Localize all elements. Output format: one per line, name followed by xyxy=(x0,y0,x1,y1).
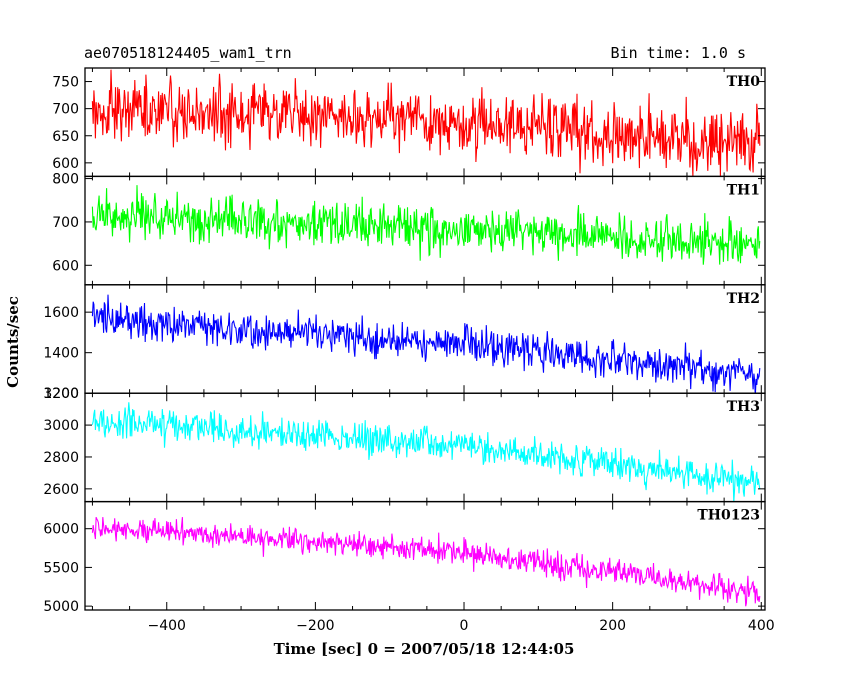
series-line-th3 xyxy=(91,402,761,502)
y-tick-label: 800 xyxy=(52,172,79,188)
bin-time-label: Bin time: 1.0 s xyxy=(611,44,746,62)
x-axis-label: Time [sec] 0 = 2007/05/18 12:44:05 xyxy=(274,640,575,658)
observation-id-title: ae070518124405_wam1_trn xyxy=(84,44,292,62)
x-tick-label: −400 xyxy=(148,618,186,634)
series-line-th0123 xyxy=(91,516,761,607)
panel-label: TH2 xyxy=(727,291,760,307)
y-tick-label: 1600 xyxy=(43,305,79,321)
panel-th0: 600 650 700 750 TH0 xyxy=(52,67,766,178)
y-tick-label: 1400 xyxy=(43,346,79,362)
panel-frame xyxy=(84,284,766,394)
y-axis-label: Counts/sec xyxy=(4,296,22,388)
y-tick-label: 2600 xyxy=(43,482,79,498)
y-tick-label: 600 xyxy=(52,156,79,172)
series-line-th2 xyxy=(91,294,761,394)
panel-th1: 600 700 800 TH1 xyxy=(52,172,766,286)
y-tick-label: 5000 xyxy=(43,599,79,615)
panel-label: TH3 xyxy=(727,399,760,415)
panels-group: 600 650 700 750 TH0 600 700 800 TH1 1200 1400 1600 T… xyxy=(43,67,775,634)
series-line-th1 xyxy=(91,185,761,265)
x-tick-label: 0 xyxy=(460,618,469,634)
y-tick-label: 650 xyxy=(52,129,79,145)
panel-frame xyxy=(84,500,766,611)
y-tick-label: 1200 xyxy=(43,386,79,402)
panel-label: TH0 xyxy=(727,74,761,90)
panel-th3: 2600 2800 3000 3200 TH3 xyxy=(43,386,766,503)
panel-th2: 1200 1400 1600 TH2 xyxy=(43,284,766,402)
panel-label: TH1 xyxy=(727,182,760,198)
y-tick-label: 700 xyxy=(52,215,79,231)
y-tick-label: 600 xyxy=(52,258,79,274)
series-line-th0 xyxy=(91,69,761,177)
x-tick-label: 400 xyxy=(748,618,775,634)
y-tick-label: 3000 xyxy=(43,418,79,434)
x-tick-label: 200 xyxy=(599,618,626,634)
y-tick-label: 2800 xyxy=(43,450,79,466)
panel-frame xyxy=(84,175,766,286)
panel-frame xyxy=(84,392,766,503)
y-tick-label: 700 xyxy=(52,102,79,118)
panel-th0123: 5000 5500 6000 TH0123 xyxy=(43,500,766,615)
y-tick-label: 5500 xyxy=(43,560,79,576)
y-tick-label: 750 xyxy=(52,75,79,91)
y-tick-label: 6000 xyxy=(43,522,79,538)
y-tick-label: 3200 xyxy=(43,386,79,402)
panel-label: TH0123 xyxy=(697,508,760,524)
x-tick-label: −200 xyxy=(296,618,334,634)
